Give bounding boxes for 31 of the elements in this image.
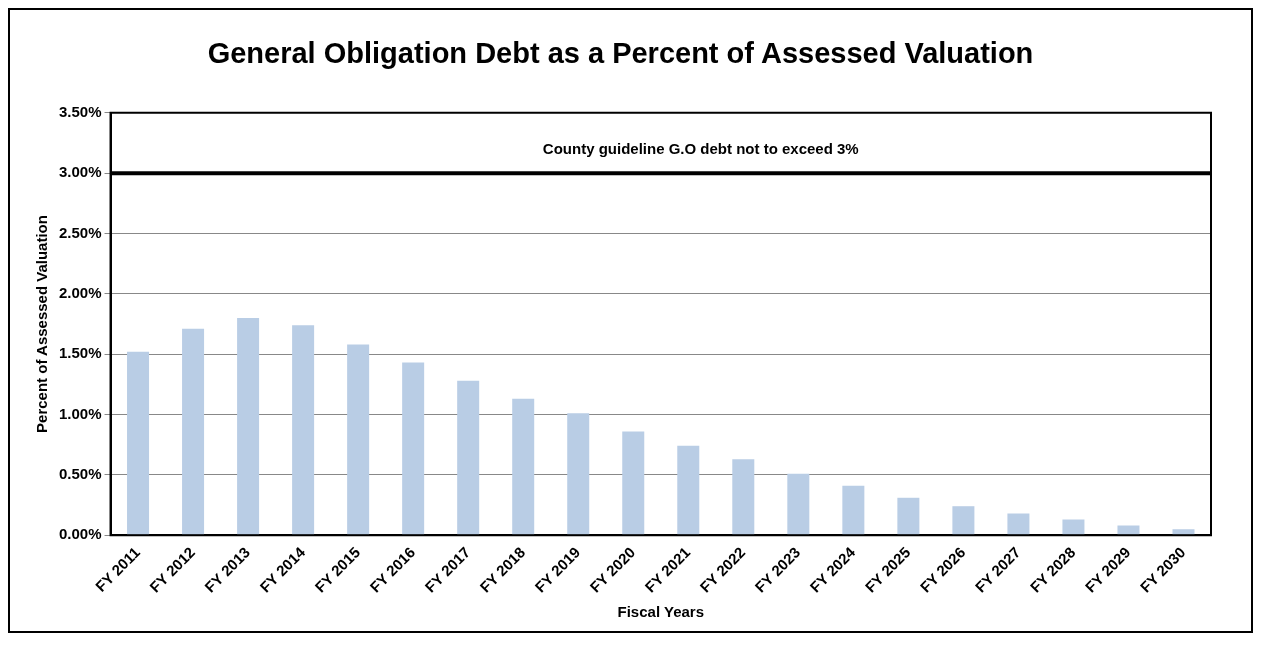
bar [1062, 519, 1085, 535]
y-tick-label: 3.50% [58, 102, 102, 120]
chart-title: General Obligation Debt as a Percent of Assessed Valuation [207, 37, 1034, 70]
bar [787, 473, 810, 535]
y-tick-label: 1.00% [58, 404, 102, 422]
bar [457, 380, 480, 535]
bar [182, 328, 205, 535]
y-tick-label: 3.00% [58, 163, 102, 181]
bar [237, 317, 260, 535]
bar [127, 351, 150, 535]
bar [1172, 529, 1195, 535]
y-tick-label: 2.00% [58, 283, 102, 301]
bar [677, 445, 700, 535]
bar [292, 325, 315, 535]
bar [952, 506, 975, 535]
y-axis-title: Percent of Assessed Valuation [33, 215, 51, 433]
bar [842, 485, 865, 535]
y-tick-label: 1.50% [58, 344, 102, 362]
y-tick-label: 2.50% [58, 223, 102, 241]
bar [567, 413, 590, 535]
bar [622, 431, 645, 535]
y-tick-label: 0.00% [58, 525, 102, 543]
y-tick-label: 0.50% [58, 464, 102, 482]
bar [402, 362, 425, 535]
bar [1007, 513, 1030, 535]
ref-line-label: County guideline G.O debt not to exceed 3% [542, 139, 859, 157]
bar [512, 398, 535, 535]
x-axis-title: Fiscal Years [617, 603, 704, 621]
bar [347, 344, 370, 535]
bar [897, 497, 920, 535]
bar [732, 459, 755, 535]
